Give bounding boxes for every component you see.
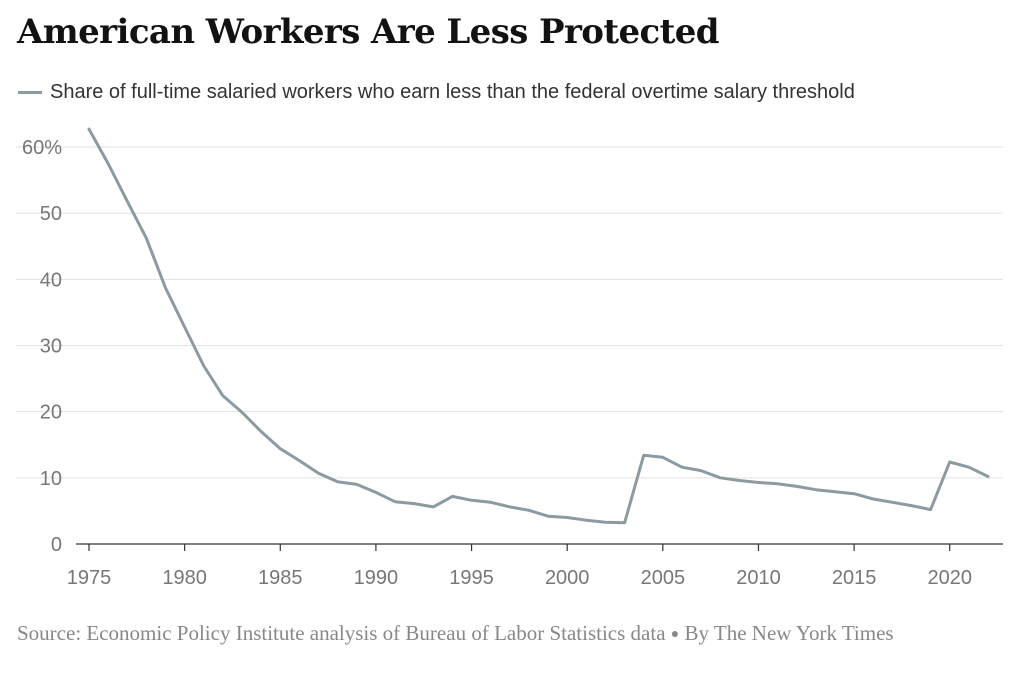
legend: Share of full-time salaried workers who … — [18, 78, 855, 106]
separator-dot: ● — [670, 627, 680, 642]
series-line-0 — [87, 127, 990, 525]
x-tick-label-1995: 1995 — [449, 567, 494, 589]
y-tick-label-30: 30 — [40, 336, 62, 358]
x-axis-labels: 1975 1980 1985 1990 1995 2000 2005 2010 2015 2020 — [67, 567, 972, 589]
x-tick-label-2015: 2015 — [832, 567, 877, 589]
gridlines — [16, 146, 1003, 479]
chart-title: American Workers Are Less Protected — [17, 12, 720, 52]
line-chart: 0 10 20 30 40 50 60% 1975 1980 1985 1990 1995 2000 2… — [16, 127, 1003, 589]
legend-swatch — [18, 90, 42, 94]
x-tick-label-1990: 1990 — [354, 567, 399, 589]
byline: By The New York Times — [684, 621, 894, 645]
y-tick-label-50: 50 — [40, 203, 62, 225]
y-tick-label-40: 40 — [40, 269, 62, 291]
x-tick-label-2010: 2010 — [736, 567, 781, 589]
source-text: Source: Economic Policy Institute analys… — [17, 621, 666, 645]
series-layer — [87, 127, 990, 525]
x-tick-label-2020: 2020 — [927, 567, 972, 589]
y-tick-label-10: 10 — [40, 468, 62, 490]
x-tick-label-2000: 2000 — [545, 567, 590, 589]
y-tick-label-0: 0 — [51, 534, 62, 556]
y-tick-label-20: 20 — [40, 402, 62, 424]
legend-label: Share of full-time salaried workers who … — [50, 80, 855, 103]
x-tick-label-1985: 1985 — [258, 567, 303, 589]
source-note: Source: Economic Policy Institute analys… — [17, 620, 977, 648]
x-tick-label-1975: 1975 — [67, 567, 112, 589]
x-axis — [76, 543, 1003, 551]
y-tick-label-60: 60% — [22, 137, 62, 159]
x-tick-label-1980: 1980 — [162, 567, 207, 589]
y-axis-labels: 0 10 20 30 40 50 60% — [22, 137, 62, 556]
x-tick-label-2005: 2005 — [641, 567, 686, 589]
